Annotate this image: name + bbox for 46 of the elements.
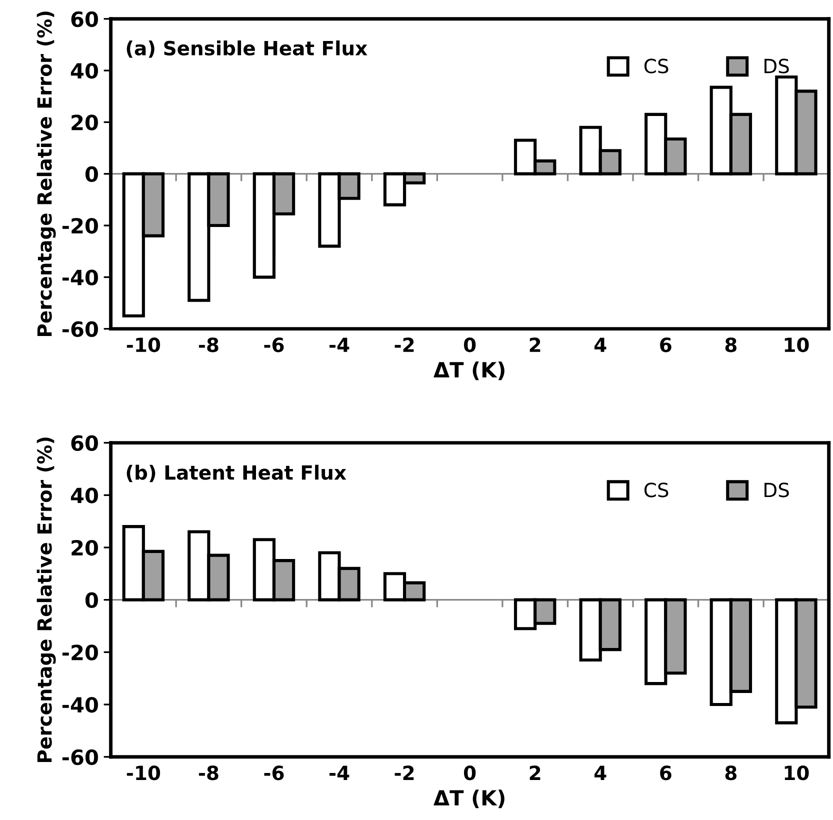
y-tick-label: -60 — [62, 321, 98, 338]
y-tick-label: 20 — [72, 114, 98, 130]
y-tick-label: -20 — [62, 644, 98, 660]
x-tick-label: 8 — [725, 337, 736, 352]
x-tick-label: -2 — [394, 766, 414, 780]
x-tick-label: 6 — [660, 338, 672, 352]
y-tick-label: 40 — [70, 62, 98, 79]
y-axis-title: Percentage Relative Error (%) — [36, 438, 56, 762]
x-tick-label: -6 — [264, 338, 284, 352]
x-tick-label: 0 — [464, 766, 476, 780]
x-axis-title: ΔT (K) — [434, 362, 504, 380]
text: (a) Sensible Heat Flux — [126, 40, 368, 58]
x-tick-label: -10 — [126, 766, 160, 780]
y-tick-label: 40 — [70, 488, 98, 504]
x-tick-label: -4 — [330, 766, 350, 780]
y-tick-label: -40 — [62, 270, 98, 286]
x-tick-label: -10 — [126, 337, 160, 352]
y-tick-label: 0 — [85, 166, 98, 182]
text: (b) Latent Heat Flux — [126, 464, 346, 482]
y-tick-label: 60 — [71, 435, 98, 452]
y-tick-label: -60 — [62, 749, 98, 766]
x-tick-label: -8 — [198, 766, 218, 780]
legend-label: CS — [644, 482, 668, 498]
x-tick-label: -6 — [264, 766, 284, 780]
x-tick-label: 4 — [594, 338, 606, 352]
x-tick-label: 0 — [464, 337, 476, 352]
x-tick-label: 6 — [660, 766, 672, 780]
y-tick-label: -40 — [62, 696, 98, 713]
y-tick-label: -20 — [62, 218, 98, 234]
x-axis-title: ΔT (K) — [434, 790, 504, 808]
x-tick-label: -4 — [330, 338, 350, 352]
x-tick-label: 10 — [784, 766, 809, 780]
x-tick-label: -8 — [198, 337, 218, 352]
x-tick-label: 4 — [594, 766, 606, 780]
y-tick-label: 60 — [71, 11, 98, 28]
y-tick-label: 0 — [85, 592, 98, 608]
legend-label: CS — [644, 58, 668, 74]
x-tick-label: 10 — [784, 337, 809, 352]
x-tick-label: 2 — [530, 766, 540, 780]
x-tick-label: -2 — [394, 337, 414, 352]
legend-label: DS — [764, 482, 789, 498]
x-tick-label: 2 — [530, 337, 540, 352]
y-tick-label: 20 — [72, 540, 98, 556]
x-tick-label: 8 — [725, 766, 736, 780]
y-axis-title: Percentage Relative Error (%) — [36, 12, 56, 336]
legend-label: DS — [764, 58, 789, 74]
